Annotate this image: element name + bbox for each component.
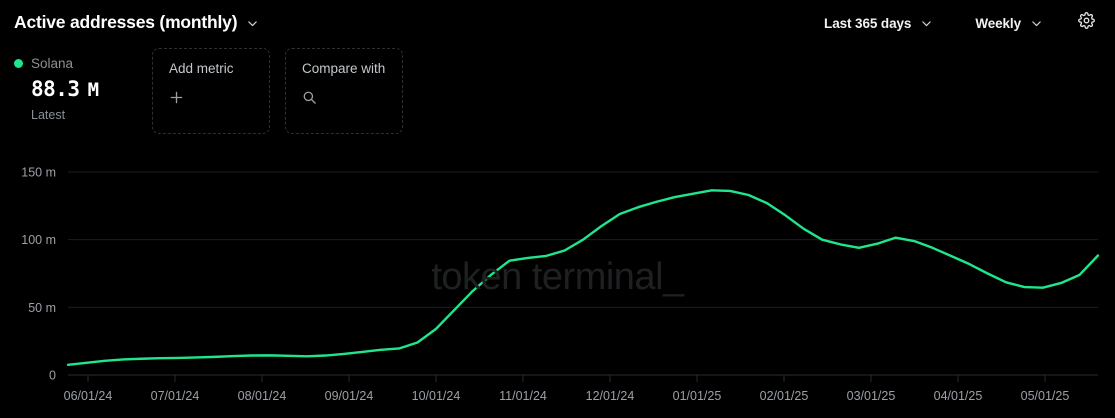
interval-label: Weekly: [975, 15, 1021, 31]
compare-with-label: Compare with: [302, 61, 386, 76]
plus-icon[interactable]: [169, 90, 253, 106]
x-axis-tick-label: 01/01/25: [673, 389, 722, 403]
x-axis-tick-label: 06/01/24: [64, 389, 113, 403]
chart-area: token terminal_ 0 50 m 100 m 150 m 06/01/24…: [0, 150, 1115, 418]
y-axis-tick-label: 50 m: [28, 301, 56, 315]
x-axis-tick-label: 03/01/25: [847, 389, 896, 403]
metric-strip: Solana 88.3 M Latest Add metric Compare …: [14, 48, 403, 134]
series-name: Solana: [31, 55, 74, 71]
settings-button[interactable]: [1071, 8, 1101, 38]
x-axis-labels: 06/01/24 07/01/24 08/01/24 09/01/24 10/01/24…: [64, 389, 1070, 403]
x-axis-tick-label: 11/01/24: [499, 389, 547, 403]
x-axis-tick-label: 07/01/24: [151, 389, 200, 403]
series-color-dot: [14, 59, 23, 68]
x-axis-tick-label: 05/01/25: [1021, 389, 1070, 403]
x-axis-tick-label: 09/01/24: [325, 389, 374, 403]
add-metric-button[interactable]: Add metric: [152, 48, 270, 134]
date-range-label: Last 365 days: [824, 15, 912, 31]
x-axis-tick-label: 04/01/25: [934, 389, 983, 403]
x-axis-tick-label: 10/01/24: [412, 389, 461, 403]
compare-with-button[interactable]: Compare with: [285, 48, 403, 134]
page-title: Active addresses (monthly): [14, 12, 238, 33]
metric-selector[interactable]: Active addresses (monthly): [14, 14, 259, 32]
x-axis-tick-label: 12/01/24: [586, 389, 635, 403]
y-axis-tick-label: 150 m: [21, 166, 56, 180]
y-axis-tick-label: 0: [49, 369, 56, 383]
chevron-down-icon[interactable]: [246, 17, 259, 30]
chevron-down-icon[interactable]: [1030, 17, 1043, 30]
series-header: Solana: [14, 56, 138, 71]
date-range-selector[interactable]: Last 365 days: [814, 10, 943, 37]
series-value: 88.3: [31, 77, 80, 101]
y-axis-labels: 0 50 m 100 m 150 m: [21, 166, 56, 383]
x-axis-tick-label: 02/01/25: [760, 389, 809, 403]
chart-header: Active addresses (monthly) Last 365 days…: [0, 0, 1115, 46]
x-axis-ticks: [87, 375, 1046, 382]
interval-selector[interactable]: Weekly: [965, 10, 1053, 37]
series-value-unit: M: [87, 79, 99, 101]
header-controls: Last 365 days Weekly: [814, 8, 1101, 38]
series-line-solana: [66, 189, 1100, 367]
chevron-down-icon[interactable]: [920, 17, 933, 30]
line-chart[interactable]: 0 50 m 100 m 150 m 06/01/24 07/01/24 08/01/24…: [0, 150, 1115, 418]
add-metric-label: Add metric: [169, 61, 234, 76]
series-summary-card[interactable]: Solana 88.3 M Latest: [14, 48, 138, 122]
x-axis-tick-label: 08/01/24: [238, 389, 287, 403]
gridlines: [68, 171, 1098, 376]
series-value-sublabel: Latest: [31, 108, 66, 122]
search-icon[interactable]: [302, 90, 386, 106]
series-value-row: 88.3 M: [31, 79, 138, 100]
y-axis-tick-label: 100 m: [21, 233, 56, 247]
gear-icon: [1077, 12, 1095, 34]
